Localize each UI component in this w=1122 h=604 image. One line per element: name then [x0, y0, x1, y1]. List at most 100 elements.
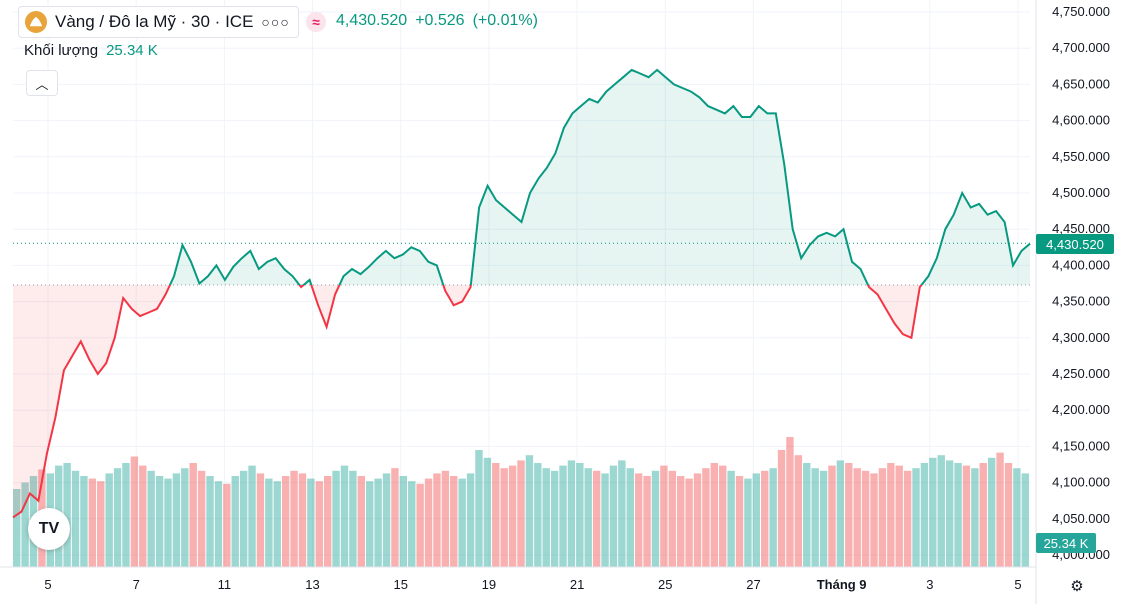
- price-line: [12, 68, 1031, 519]
- volume-bar: [719, 465, 727, 567]
- y-tick-label: 4,450.000: [1052, 221, 1110, 236]
- volume-label: Khối lượng: [24, 42, 99, 59]
- volume-bar: [870, 473, 878, 567]
- volume-bar: [349, 470, 357, 567]
- volume-bar: [710, 463, 719, 567]
- volume-bar: [559, 465, 567, 567]
- volume-bar: [13, 489, 21, 567]
- volume-bar: [374, 478, 382, 567]
- volume-bar: [643, 476, 651, 567]
- volume-bar: [97, 481, 105, 567]
- volume-bar: [777, 450, 786, 567]
- price-line-up: [168, 68, 1031, 285]
- volume-bar: [836, 460, 845, 567]
- volume-bar: [80, 476, 88, 567]
- volume-bar: [676, 476, 685, 567]
- volume-bar: [895, 465, 903, 567]
- x-tick-label: 11: [218, 577, 232, 592]
- volume-bar: [912, 468, 920, 567]
- y-tick-label: 4,150.000: [1052, 438, 1110, 453]
- volume-bar: [626, 468, 634, 567]
- tradingview-logo[interactable]: TV: [28, 508, 70, 550]
- volume-bar: [996, 452, 1004, 567]
- volume-bar: [769, 468, 777, 567]
- volume-bar: [853, 468, 861, 567]
- y-tick-label: 4,500.000: [1052, 185, 1110, 200]
- volume-bar: [727, 470, 735, 567]
- collapse-legend-button[interactable]: ︿: [26, 70, 58, 96]
- volume-bar: [517, 460, 525, 567]
- volume-bar: [130, 456, 139, 567]
- volume-bar: [315, 481, 323, 567]
- price-line-down: [12, 284, 923, 519]
- volume-bar: [693, 473, 702, 567]
- volume-bar: [63, 463, 71, 567]
- volume-bar: [265, 478, 273, 567]
- settings-gear-icon[interactable]: ⚙: [1070, 578, 1084, 595]
- volume-bar: [366, 481, 374, 567]
- volume-bar: [811, 468, 819, 567]
- volume-bar: [113, 468, 122, 567]
- volume-bar: [668, 470, 676, 567]
- volume-bar: [592, 470, 601, 567]
- x-tick-label: 21: [570, 577, 584, 592]
- wave-icon[interactable]: ≈: [306, 12, 326, 32]
- volume-tag: 25.34 K: [1036, 533, 1096, 553]
- volume-bar: [794, 455, 803, 567]
- volume-bar: [618, 460, 626, 567]
- volume-bar: [752, 473, 761, 567]
- y-tick-label: 4,050.000: [1052, 511, 1110, 526]
- volume-bar: [458, 478, 466, 567]
- volume-bar: [945, 460, 954, 567]
- y-tick-label: 4,400.000: [1052, 257, 1110, 272]
- symbol-legend[interactable]: Vàng / Đô la Mỹ · 30 · ICE ○○○: [18, 6, 299, 38]
- more-dots-icon[interactable]: ○○○: [261, 14, 290, 30]
- volume-bar: [197, 470, 206, 567]
- volume-bar: [433, 473, 441, 567]
- volume-bar: [231, 476, 239, 567]
- volume-bar: [861, 470, 870, 567]
- volume-bar: [450, 476, 458, 567]
- volume-bar: [483, 457, 492, 567]
- volume-bar: [139, 465, 147, 567]
- volume-bar: [172, 473, 181, 567]
- volume-bar: [475, 450, 483, 567]
- last-price-tag: 4,430.520: [1036, 234, 1114, 254]
- x-tick-label: 19: [482, 577, 496, 592]
- volume-bar: [508, 465, 517, 567]
- volume-bar: [189, 463, 197, 567]
- volume-bar: [920, 463, 929, 567]
- volume-bar: [1021, 473, 1029, 567]
- volume-bar: [744, 478, 752, 567]
- volume-bar: [181, 468, 189, 567]
- volume-bar: [239, 470, 248, 567]
- x-tick-label: 5: [44, 577, 51, 592]
- volume-bar: [441, 470, 450, 567]
- volume-value: 25.34 K: [106, 42, 158, 59]
- volume-bar: [155, 476, 164, 567]
- volume-bar: [702, 468, 710, 567]
- volume-bar: [88, 478, 97, 567]
- volume-bar: [307, 478, 315, 567]
- volume-bar: [651, 470, 660, 567]
- volume-bar: [735, 476, 744, 567]
- volume-bar: [878, 468, 887, 567]
- volume-bar: [660, 465, 668, 567]
- volume-bar: [542, 468, 550, 567]
- quote-values: 4,430.520 +0.526 (+0.01%): [336, 12, 538, 30]
- volume-bar: [601, 473, 609, 567]
- volume-bar: [122, 463, 130, 567]
- volume-bar: [214, 481, 223, 567]
- volume-bar: [500, 468, 508, 567]
- y-tick-label: 4,300.000: [1052, 330, 1110, 345]
- x-tick-label: 13: [305, 577, 319, 592]
- volume-bar: [929, 457, 937, 567]
- volume-bar: [332, 470, 340, 567]
- volume-bar: [954, 463, 962, 567]
- volume-bar: [273, 481, 281, 567]
- volume-bar: [971, 468, 979, 567]
- area-above-baseline: [13, 69, 1030, 285]
- volume-bar: [534, 463, 542, 567]
- volume-bar: [1013, 468, 1021, 567]
